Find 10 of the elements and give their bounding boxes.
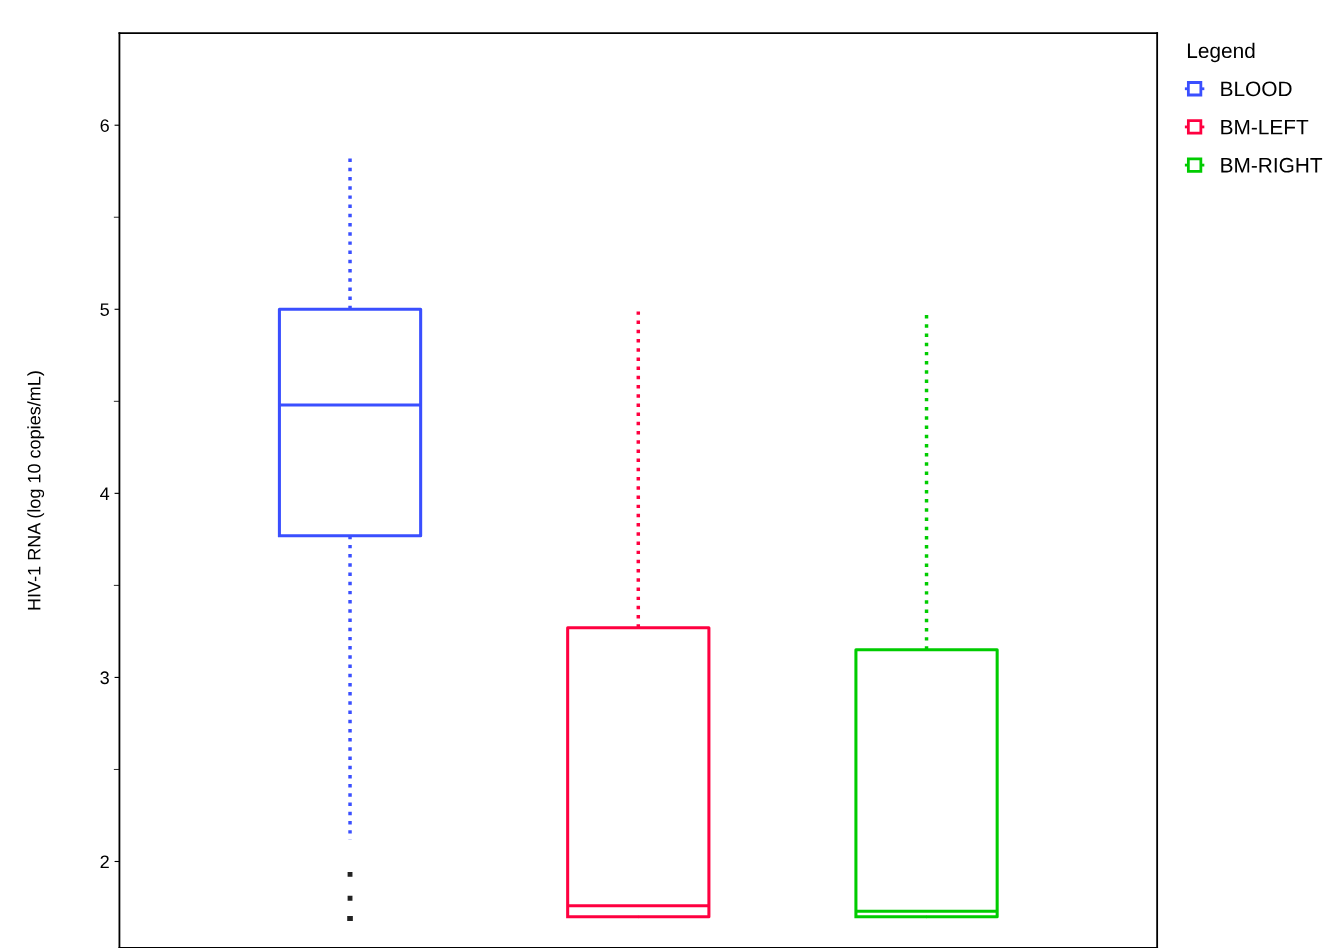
y-tick-label: 5	[100, 303, 109, 316]
legend-label: BLOOD	[1221, 81, 1292, 97]
legend-label: BM-LEFT	[1221, 119, 1309, 135]
legend-label: BM-RIGHT	[1221, 157, 1323, 173]
y-tick-label: 3	[100, 671, 109, 685]
y-tick-label: 4	[100, 487, 110, 500]
y-tick-label: 6	[100, 119, 109, 132]
y-tick-label: 2	[100, 855, 109, 869]
legend-title: Legend	[1187, 42, 1255, 63]
y-axis-title: HIV-1 RNA (log 10 copies/mL)	[27, 371, 45, 610]
